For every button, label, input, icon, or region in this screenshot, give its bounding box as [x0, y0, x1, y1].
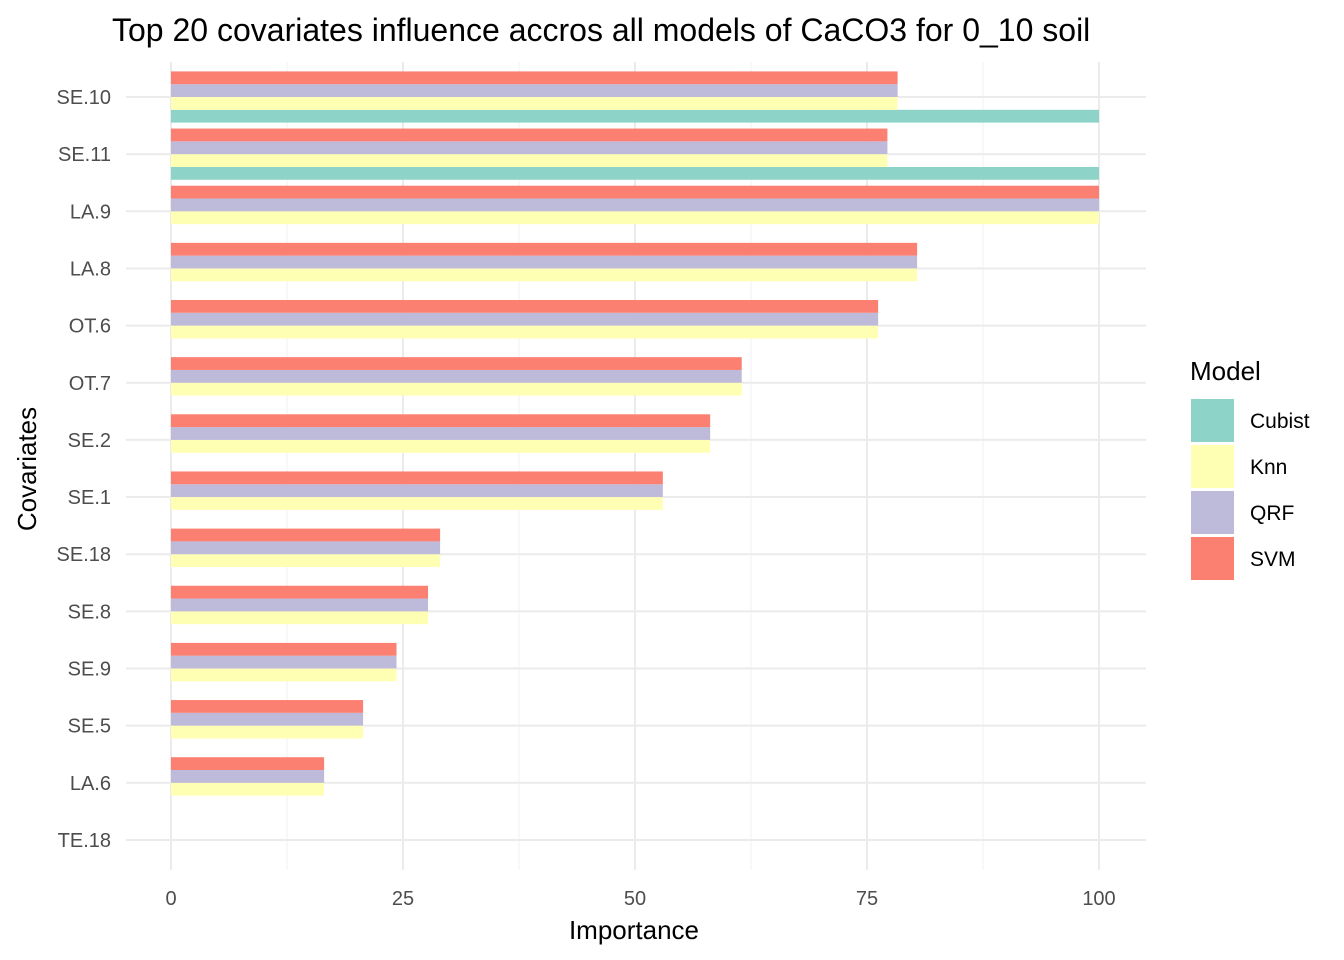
legend-label-knn: Knn — [1250, 456, 1287, 479]
legend: Model Cubist Knn QRF SVM — [1190, 356, 1310, 580]
bar-qrf-se-1 — [171, 484, 663, 498]
bar-qrf-la-8 — [171, 255, 918, 269]
bar-qrf-se-18 — [171, 541, 441, 555]
chart-title: Top 20 covariates influence accros all m… — [112, 12, 1090, 48]
y-tick-label: SE.11 — [58, 144, 111, 166]
bar-svm-se-18 — [171, 528, 441, 542]
bar-qrf-la-9 — [171, 198, 1099, 212]
bar-cubist-se-11 — [171, 166, 1099, 180]
bar-knn-ot-6 — [171, 325, 879, 339]
bar-knn-se-5 — [171, 725, 364, 739]
legend-label-cubist: Cubist — [1250, 410, 1310, 433]
legend-title: Model — [1190, 356, 1261, 386]
legend-label-svm: SVM — [1250, 548, 1296, 571]
bar-knn-se-8 — [171, 611, 429, 625]
y-tick-label: SE.18 — [57, 544, 111, 566]
bar-qrf-se-10 — [171, 84, 898, 97]
y-axis-ticks: SE.10 SE.11 LA.9 LA.8 OT.6 OT.7 SE.2 SE.1 SE.18 S… — [57, 87, 111, 852]
bar-svm-la-9 — [171, 185, 1099, 199]
bar-knn-se-11 — [171, 154, 888, 167]
bar-knn-la-8 — [171, 268, 918, 282]
bar-knn-se-18 — [171, 554, 441, 567]
bar-qrf-se-8 — [171, 598, 429, 612]
bar-qrf-se-5 — [171, 712, 364, 726]
bar-knn-se-2 — [171, 439, 711, 453]
bar-svm-se-2 — [171, 414, 711, 428]
bar-knn-se-1 — [171, 497, 663, 510]
y-tick-label: SE.2 — [68, 430, 111, 452]
x-tick-label: 50 — [624, 888, 646, 910]
bars — [171, 71, 1099, 796]
y-tick-label: SE.10 — [57, 87, 111, 109]
bar-svm-se-8 — [171, 585, 429, 599]
y-tick-label: LA.6 — [70, 773, 111, 795]
bar-qrf-se-9 — [171, 655, 397, 669]
bar-qrf-la-6 — [171, 770, 325, 783]
bar-svm-ot-7 — [171, 357, 742, 370]
bar-svm-se-10 — [171, 71, 898, 85]
bar-svm-ot-6 — [171, 300, 879, 313]
bar-knn-se-10 — [171, 97, 898, 110]
legend-swatch-knn — [1191, 445, 1234, 488]
x-tick-label: 75 — [856, 888, 878, 910]
bar-qrf-se-2 — [171, 427, 711, 440]
y-tick-label: SE.5 — [68, 716, 111, 738]
x-tick-label: 100 — [1082, 888, 1115, 910]
x-tick-label: 25 — [392, 888, 414, 910]
y-tick-label: SE.8 — [68, 601, 111, 623]
y-tick-label: LA.9 — [70, 201, 111, 223]
x-axis-title: Importance — [569, 915, 699, 945]
bar-qrf-se-11 — [171, 141, 888, 155]
bar-svm-la-8 — [171, 242, 918, 256]
legend-swatch-svm — [1191, 537, 1234, 580]
legend-swatch-cubist — [1191, 399, 1234, 442]
bar-svm-se-1 — [171, 471, 663, 485]
bar-svm-se-11 — [171, 128, 888, 142]
bar-svm-se-5 — [171, 700, 364, 713]
y-tick-label: OT.6 — [69, 316, 111, 338]
bar-cubist-se-10 — [171, 109, 1099, 123]
y-tick-label: SE.9 — [68, 659, 111, 681]
y-tick-label: LA.8 — [70, 258, 111, 280]
legend-swatch-qrf — [1191, 491, 1234, 534]
x-tick-label: 0 — [165, 888, 176, 910]
bar-svm-la-6 — [171, 757, 325, 770]
bar-knn-se-9 — [171, 668, 397, 682]
bar-qrf-ot-7 — [171, 369, 742, 383]
legend-label-qrf: QRF — [1250, 502, 1294, 525]
bar-svm-se-9 — [171, 642, 397, 656]
grid — [126, 62, 1146, 870]
bar-knn-ot-7 — [171, 382, 742, 396]
x-axis-ticks: 0 25 50 75 100 — [165, 888, 1115, 910]
y-tick-label: SE.1 — [68, 487, 111, 509]
bar-knn-la-9 — [171, 211, 1099, 225]
y-tick-label: TE.18 — [58, 830, 111, 852]
legend-items: Cubist Knn QRF SVM — [1191, 399, 1310, 580]
bar-qrf-ot-6 — [171, 312, 879, 326]
bar-knn-la-6 — [171, 782, 325, 796]
y-tick-label: OT.7 — [69, 373, 111, 395]
y-axis-title: Covariates — [12, 407, 42, 531]
